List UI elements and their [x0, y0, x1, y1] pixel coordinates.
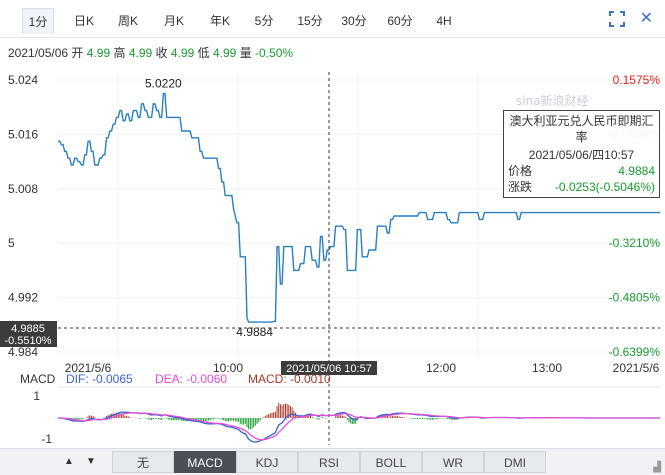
- tab-15min[interactable]: 15分: [297, 14, 323, 28]
- y-tick-left: 5.024: [8, 73, 38, 87]
- y-tick-right: -0.3210%: [609, 236, 661, 250]
- x-tick: 2021/5/6: [613, 361, 660, 375]
- indicator-tab-rsi[interactable]: RSI: [298, 451, 360, 473]
- macd-dif: DIF: -0.0065: [66, 372, 133, 386]
- info-change: -0.50%: [255, 46, 294, 60]
- indicator-bar: ▲ ▼ 无 MACD KDJ RSI BOLL WR DMI ▟: [0, 448, 665, 475]
- y-tick-left: 5.008: [8, 182, 38, 196]
- fullscreen-icon[interactable]: [609, 11, 625, 27]
- info-open: 4.99: [86, 46, 111, 60]
- crosshair-price: 4.9885: [11, 323, 45, 335]
- info-high: 4.99: [128, 46, 153, 60]
- info-open-label: 开: [71, 46, 84, 60]
- tab-60min[interactable]: 60分: [387, 14, 413, 28]
- tab-daily-k[interactable]: 日K: [73, 14, 94, 28]
- y-tick-right: -0.4805%: [609, 291, 661, 305]
- indicator-tab-macd[interactable]: MACD: [174, 451, 236, 473]
- info-close: 4.99: [170, 46, 195, 60]
- macd-value: MACD: -0.0010: [248, 372, 331, 386]
- tab-yearly-k[interactable]: 年K: [209, 14, 230, 28]
- tooltip-change: -0.0253(-0.5046%): [554, 180, 655, 194]
- close-icon[interactable]: ✕: [639, 10, 653, 27]
- macd-ytick-bottom: -1: [41, 432, 52, 446]
- tooltip-title: 澳大利亚元兑人民币即期汇率: [509, 114, 654, 144]
- tooltip-datetime: 2021/05/06/四10:57: [528, 148, 635, 162]
- indicator-tab-none[interactable]: 无: [112, 451, 174, 473]
- scroll-down-button[interactable]: ▼: [86, 456, 96, 467]
- tab-5min[interactable]: 5分: [254, 14, 274, 28]
- info-close-label: 收: [155, 46, 168, 60]
- info-date: 2021/05/06: [8, 46, 69, 60]
- y-axis-left: 5.024 5.016 5.008 5 4.992 4.984: [8, 73, 38, 359]
- tooltip-change-label: 涨跌: [508, 180, 533, 194]
- tooltip-price-label: 价格: [508, 164, 533, 178]
- y-tick-right: -0.6399%: [609, 345, 661, 359]
- ohlc-info: 2021/05/06 开 4.99 高 4.99 收 4.99 低 4.99 量…: [8, 44, 293, 61]
- price-tooltip: 澳大利亚元兑人民币即期汇率 2021/05/06/四10:57 价格 4.988…: [503, 110, 660, 198]
- indicator-tab-wr[interactable]: WR: [422, 451, 484, 473]
- price-line: [58, 92, 660, 323]
- annotation-low: 4.9884: [236, 325, 273, 339]
- tooltip-price: 4.9884: [618, 164, 655, 178]
- macd-histogram: [60, 402, 661, 430]
- macd-name: MACD: [20, 372, 56, 386]
- macd-dif-line: [58, 411, 660, 443]
- crosshair-price-box: [0, 321, 57, 347]
- crosshair-time: 2021/05/06 10:57: [286, 363, 372, 375]
- macd-dea: DEA: -0.0060: [155, 372, 227, 386]
- indicator-tab-kdj[interactable]: KDJ: [236, 451, 298, 473]
- annotation-high: 5.0220: [145, 77, 182, 91]
- info-high-label: 高: [113, 46, 126, 60]
- indicator-tab-dmi[interactable]: DMI: [484, 451, 546, 473]
- y-tick-right: 0.1575%: [613, 73, 661, 87]
- y-tick-left: 4.992: [8, 291, 38, 305]
- indicator-tab-boll[interactable]: BOLL: [360, 451, 422, 473]
- tooltip-change-row: 涨跌 -0.0253(-0.5046%): [504, 179, 659, 195]
- y-tick-left: 5.016: [8, 127, 38, 141]
- watermark: sina新浪财经: [516, 93, 589, 108]
- crosshair-time-box: [281, 361, 377, 375]
- crosshair-pct: -0.5510%: [4, 335, 51, 347]
- tab-4h[interactable]: 4H: [436, 14, 452, 28]
- tab-weekly-k[interactable]: 周K: [117, 14, 138, 28]
- info-low-label: 低: [197, 46, 210, 60]
- y-tick-left: 5: [8, 236, 15, 250]
- tab-monthly-k[interactable]: 月K: [163, 14, 184, 28]
- info-change-label: 量: [239, 46, 252, 60]
- period-tab-bar: 1分 日K 周K 月K 年K 5分 15分 30分 60分 4H ✕: [0, 0, 665, 38]
- x-tick: 13:00: [532, 361, 562, 375]
- y-tick-left: 4.984: [8, 345, 38, 359]
- macd-dea-line: [58, 412, 660, 441]
- tab-30min[interactable]: 30分: [341, 14, 367, 28]
- x-tick: 12:00: [426, 361, 456, 375]
- tooltip-price-row: 价格 4.9884: [504, 163, 659, 179]
- x-tick: 2021/5/6: [65, 361, 112, 375]
- scroll-up-button[interactable]: ▲: [64, 456, 74, 467]
- tab-1min[interactable]: 1分: [22, 8, 54, 34]
- macd-ytick-top: 1: [33, 389, 40, 403]
- info-low: 4.99: [212, 46, 237, 60]
- x-tick: 10:00: [213, 361, 243, 375]
- x-axis: 2021/5/6 10:00 12:00 13:00 2021/5/6: [65, 361, 660, 375]
- resize-grip-icon[interactable]: ▟: [653, 462, 661, 473]
